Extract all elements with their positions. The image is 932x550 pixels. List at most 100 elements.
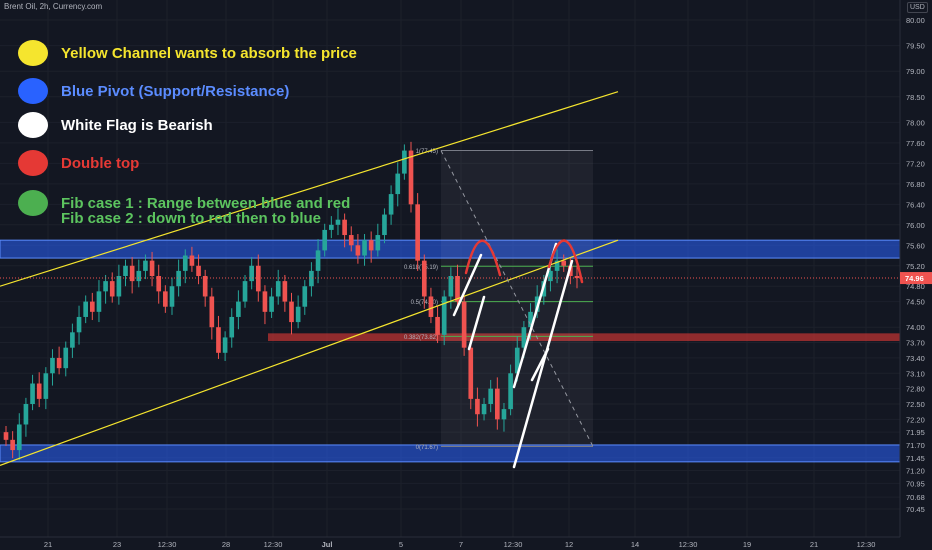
legend-label: Blue Pivot (Support/Resistance) (61, 84, 289, 99)
candle-body (309, 270, 314, 287)
legend-line: Fib case 2 : down to red then to blue (61, 210, 322, 227)
candle (76, 305, 82, 345)
candle (395, 162, 401, 207)
candle (43, 367, 49, 410)
candle (50, 349, 55, 386)
candle-body (528, 311, 533, 328)
candle (176, 259, 181, 297)
candle (554, 249, 560, 284)
legend-label: Yellow Channel wants to absorb the price (61, 46, 357, 61)
price-tick-label: 70.45 (906, 505, 925, 514)
price-tick-label: 73.70 (906, 339, 925, 348)
price-tick-label: 78.50 (906, 93, 925, 102)
candle (561, 254, 567, 272)
candle-body (574, 276, 580, 279)
time-tick-label: Jul (322, 540, 333, 549)
candle (402, 144, 407, 180)
candle-body (441, 296, 447, 335)
legend-line: Fib case 1 : Range between blue and red (61, 195, 351, 212)
candle (481, 397, 487, 421)
candle (83, 295, 88, 324)
candle (262, 285, 268, 325)
candle (355, 234, 361, 264)
candle (302, 280, 308, 315)
candle-body (275, 281, 281, 297)
candle-body (488, 388, 494, 404)
legend-item: Fib case 1 : Range between blue and red F… (18, 190, 350, 226)
candle (435, 305, 440, 344)
candle (475, 387, 480, 427)
time-tick-label: 23 (113, 540, 121, 549)
blue-pivot-zone (0, 239, 900, 259)
candle (149, 251, 155, 287)
candle-body (448, 276, 454, 297)
candle-body (388, 194, 394, 215)
price-tick-label: 74.00 (906, 323, 925, 332)
candle-body (322, 229, 328, 251)
candle-body (375, 235, 381, 251)
channel-lower-line (0, 239, 619, 467)
candle-body (302, 286, 308, 307)
candle-body (3, 432, 9, 440)
candle-body (149, 260, 155, 276)
time-tick-label: 21 (44, 540, 52, 549)
red-zone (268, 333, 900, 342)
candle (495, 377, 500, 430)
candle-body (342, 219, 347, 236)
candle-body (229, 316, 235, 338)
candle (315, 239, 321, 284)
candle-body (89, 301, 95, 312)
price-tick-label: 71.45 (906, 454, 925, 463)
time-tick-label: 19 (743, 540, 751, 549)
time-tick-label: 14 (631, 540, 639, 549)
double-top-arc (464, 239, 502, 277)
candle-body (548, 270, 553, 282)
candle (136, 259, 142, 288)
candle-body (129, 265, 135, 282)
double-top-arc (547, 239, 584, 284)
candle (242, 274, 248, 308)
candle-body (83, 301, 88, 317)
blue-pivot-zone (0, 444, 900, 463)
candle (96, 280, 102, 323)
fib-level-label: 0(71.67) (416, 445, 438, 451)
price-tick-label: 73.10 (906, 369, 925, 378)
currency-badge[interactable]: USD (907, 2, 928, 13)
fib-level-label: 0.382(73.82) (404, 335, 438, 341)
time-tick-label: 12:30 (679, 540, 698, 549)
price-tick-label: 71.70 (906, 441, 925, 450)
price-tick-label: 76.40 (906, 200, 925, 209)
white-flag-line (512, 259, 574, 469)
candle (329, 216, 334, 239)
candle-body (196, 265, 201, 276)
candle (209, 287, 215, 340)
candle-body (249, 265, 254, 282)
time-tick-label: 7 (459, 540, 463, 549)
candle (116, 264, 122, 305)
white-flag-line (467, 295, 486, 351)
candle-body (289, 301, 294, 323)
legend-label: Double top (61, 156, 139, 171)
candle-body (395, 173, 401, 195)
candle-body (176, 270, 181, 287)
time-axis[interactable]: 21 23 12:30 28 12:30 Jul 5 7 12:30 12 14 12:30 19 21 1… (0, 536, 932, 550)
candle (30, 374, 35, 411)
candle-body (70, 332, 75, 348)
candle-body (23, 404, 29, 425)
candle (143, 254, 148, 280)
candle-body (329, 224, 334, 230)
candle (441, 290, 447, 346)
zones: 1(77.45)0.618(75.19)0.5(74.50)0.382(73.8… (0, 149, 900, 463)
candle-body (163, 291, 168, 307)
candle-body (202, 276, 208, 297)
annotations (0, 91, 900, 469)
candle (375, 223, 381, 257)
candle-body (262, 291, 268, 312)
price-axis[interactable]: 80.00 79.50 79.00 78.50 78.00 77.60 77.20 76.80… (899, 0, 932, 550)
candle (342, 213, 347, 248)
candle (16, 413, 22, 461)
candle (501, 402, 507, 432)
candle-body (123, 265, 128, 276)
candle (455, 264, 460, 308)
